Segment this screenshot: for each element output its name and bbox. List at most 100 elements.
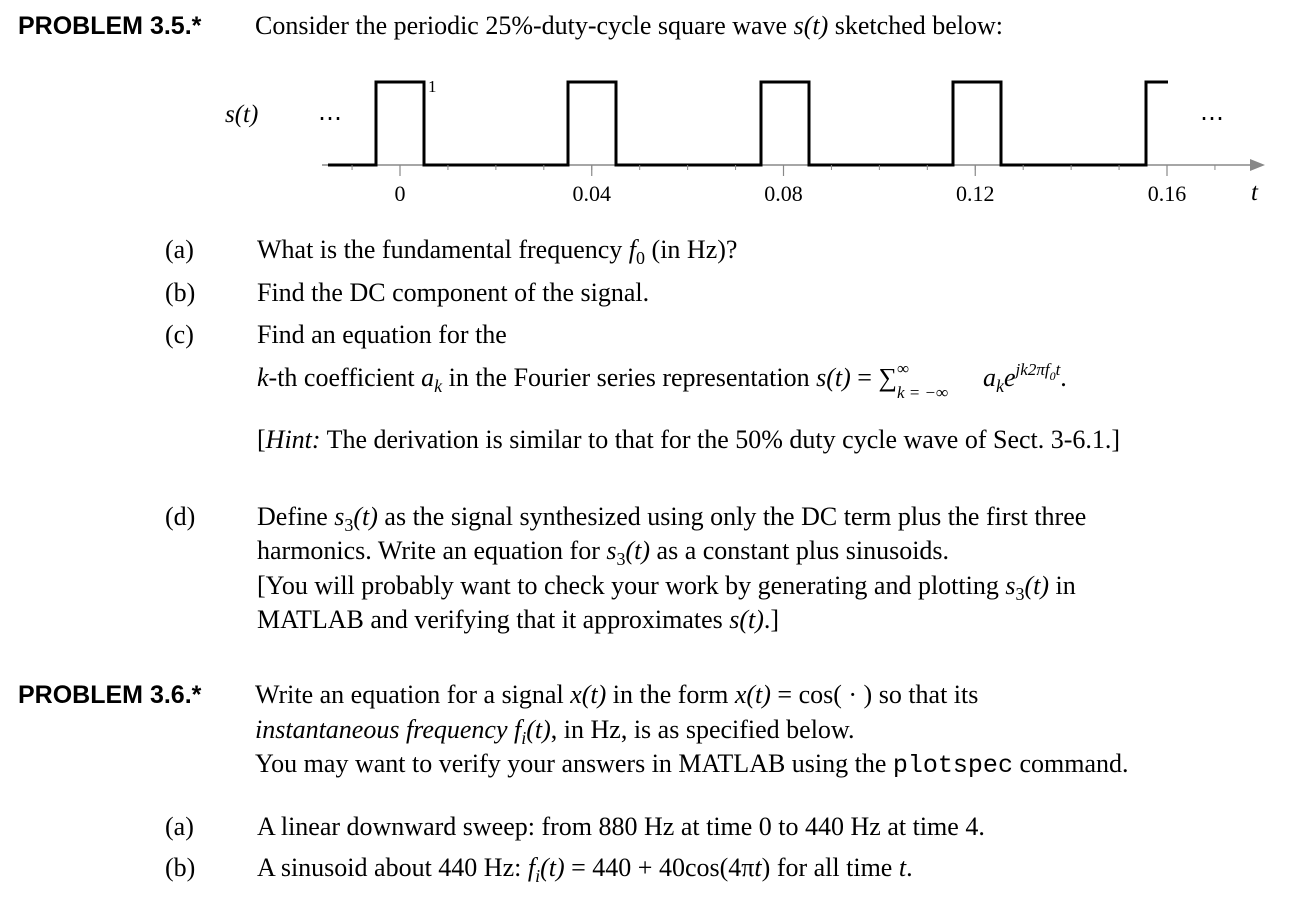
problem-label: PROBLEM 3.5.*	[18, 12, 202, 40]
text: You may want to verify your answers in M…	[255, 749, 893, 778]
math: (t)	[540, 853, 565, 882]
item-label: (a)	[165, 812, 194, 841]
subscript: i	[535, 866, 541, 886]
square-wave-figure: s(t) ⋯ ⋯ 1 t 0 0.04 0.08 0.12 0.16	[225, 77, 1265, 206]
text: instantaneous frequency	[255, 715, 508, 744]
math: t	[754, 853, 762, 882]
math: s(t)	[816, 363, 851, 392]
math: f	[513, 715, 522, 744]
text: harmonics. Write an equation for	[257, 536, 607, 565]
item-text: What is the fundamental frequency f0 (in…	[257, 235, 737, 273]
math: (t)	[353, 502, 378, 531]
item-text: Define s3(t) as the signal synthesized u…	[257, 502, 1086, 540]
problem-text: instantaneous frequency fi(t), in Hz, is…	[255, 715, 855, 753]
text: as a constant plus sinusoids.	[650, 536, 950, 565]
math: a	[421, 363, 435, 392]
x-tick-label: 0.12	[956, 181, 995, 206]
subscript: 3	[1015, 584, 1025, 604]
math: t	[898, 853, 907, 882]
hint: [Hint: The derivation is similar to that…	[257, 425, 1120, 455]
ellipsis: ⋯	[318, 106, 342, 132]
upper-limit: ∞	[897, 359, 910, 378]
text: Hint:	[265, 425, 321, 454]
text: .	[906, 853, 913, 882]
math: e	[1004, 363, 1016, 392]
math: x(t)	[734, 680, 771, 709]
math: s	[1005, 571, 1016, 600]
lower-limit: k = −∞	[897, 383, 949, 402]
ellipsis: ⋯	[1200, 106, 1224, 132]
item-text: A sinusoid about 440 Hz: fi(t) = 440 + 4…	[257, 853, 913, 891]
text: ) for all time	[761, 853, 899, 882]
subscript: 3	[344, 515, 354, 535]
x-axis-label: t	[1251, 179, 1259, 206]
math: (t)	[625, 536, 651, 565]
math: (t)	[526, 715, 551, 744]
math: s	[334, 502, 345, 531]
problem-text: Write an equation for a signal x(t) in t…	[255, 680, 978, 710]
math: k	[257, 363, 269, 392]
axis-arrow	[1250, 159, 1265, 171]
item-text: Find an equation for the	[257, 320, 507, 349]
math: s	[606, 536, 617, 565]
x-tick-label: 0.04	[573, 181, 612, 206]
text: -th coefficient	[268, 363, 422, 392]
text: MATLAB and verifying that it approximate…	[257, 605, 730, 634]
sum-limits: ∞ k = −∞	[897, 359, 983, 402]
math: (t)	[1024, 571, 1050, 600]
subscript: k	[996, 376, 1004, 396]
problem-label: PROBLEM 3.6.*	[18, 681, 202, 709]
text: [You will probably want to check your wo…	[257, 571, 1006, 600]
text: =	[850, 363, 879, 392]
problem-text: You may want to verify your answers in M…	[255, 749, 1128, 781]
subscript: k	[434, 376, 443, 396]
item-text: MATLAB and verifying that it approximate…	[257, 605, 779, 635]
text: Consider the periodic 25%-duty-cycle squ…	[255, 11, 794, 40]
text: in the Fourier series representation	[442, 363, 817, 392]
text: in the form	[606, 680, 735, 709]
text: (in Hz)?	[645, 235, 738, 264]
text: A sinusoid about 440 Hz:	[257, 853, 528, 882]
code: plotspec	[892, 751, 1013, 780]
subscript: 3	[616, 549, 626, 569]
problem-intro: Consider the periodic 25%-duty-cycle squ…	[255, 11, 1003, 41]
text: as the signal synthesized using only the…	[377, 502, 1087, 531]
item-text: harmonics. Write an equation for s3(t) a…	[257, 536, 949, 574]
square-wave	[328, 80, 1168, 167]
amplitude-label: 1	[428, 77, 437, 96]
text: .]	[763, 605, 780, 634]
item-text: Find the DC component of the signal.	[257, 278, 650, 307]
item-label: (b)	[165, 278, 196, 307]
text: What is the fundamental frequency	[257, 235, 629, 264]
text: command.	[1012, 749, 1129, 778]
text: = 440 + 40cos(4π	[564, 853, 755, 882]
text: Define	[257, 502, 335, 531]
sum-sign: ∑	[878, 363, 897, 392]
superscript: t	[1055, 360, 1061, 379]
math: f	[527, 853, 536, 882]
x-tick-label: 0.08	[764, 181, 803, 206]
math: a	[983, 363, 996, 392]
item-text: k-th coefficient ak in the Fourier serie…	[257, 355, 1067, 402]
superscript: jk2πf	[1015, 360, 1050, 379]
item-label: (d)	[165, 502, 196, 531]
text: The derivation is similar to that for th…	[320, 425, 1121, 454]
text: in	[1049, 571, 1076, 600]
x-tick-label: 0	[395, 181, 406, 206]
math: s(t)	[729, 605, 764, 634]
y-axis-label: s(t)	[225, 101, 258, 128]
subscript: 0	[636, 248, 646, 268]
item-label: (b)	[165, 853, 196, 882]
text: [	[257, 425, 266, 454]
text: .	[1060, 363, 1067, 392]
text: Write an equation for a signal	[255, 680, 571, 709]
text: , in Hz, is as specified below.	[550, 715, 855, 744]
item-text: [You will probably want to check your wo…	[257, 571, 1076, 609]
item-label: (a)	[165, 235, 194, 264]
text: = cos( · ) so that its	[770, 680, 979, 709]
item-label: (c)	[165, 320, 194, 349]
x-tick-label: 0.16	[1148, 181, 1187, 206]
math: f	[628, 235, 637, 264]
item-text: A linear downward sweep: from 880 Hz at …	[257, 812, 985, 841]
